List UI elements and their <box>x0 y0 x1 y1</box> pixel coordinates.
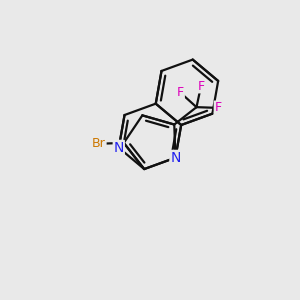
Text: N: N <box>170 151 181 165</box>
Text: Br: Br <box>92 137 106 150</box>
Text: F: F <box>177 86 184 99</box>
Text: N: N <box>114 141 124 155</box>
Text: F: F <box>214 101 222 114</box>
Text: F: F <box>197 80 205 92</box>
